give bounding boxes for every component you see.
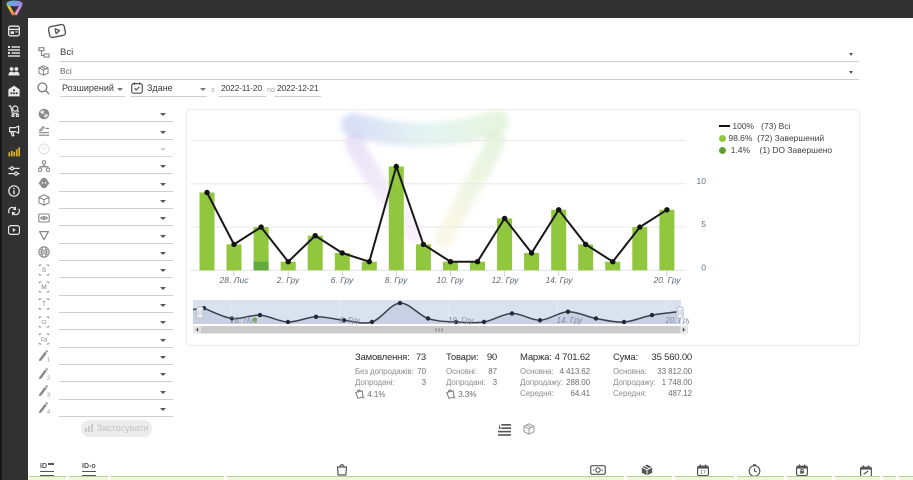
svg-text:5: 5: [701, 219, 706, 229]
svg-text:2: 2: [47, 375, 50, 380]
svg-text:10. Гру: 10. Гру: [448, 316, 475, 325]
svg-text:17: 17: [700, 470, 706, 476]
svg-text:?: ?: [42, 144, 46, 153]
svg-text:20. Гру: 20. Гру: [664, 316, 689, 325]
svg-text:x: x: [453, 394, 456, 398]
svg-text:6. Гру: 6. Гру: [339, 316, 361, 325]
svg-text:10: 10: [697, 176, 707, 186]
svg-text:3: 3: [47, 393, 50, 398]
svg-text:Cp: Cp: [41, 337, 48, 343]
svg-text:14. Гру: 14. Гру: [557, 316, 584, 325]
svg-text:Ct: Ct: [41, 320, 47, 326]
svg-text:M: M: [41, 284, 46, 291]
svg-text:S: S: [42, 267, 47, 274]
svg-text:28. Лис: 28. Лис: [229, 316, 257, 325]
svg-text:1: 1: [47, 358, 50, 363]
svg-text:4: 4: [47, 410, 50, 415]
svg-text:x: x: [362, 394, 365, 398]
svg-text:0: 0: [701, 262, 706, 272]
svg-text:T: T: [42, 301, 46, 308]
